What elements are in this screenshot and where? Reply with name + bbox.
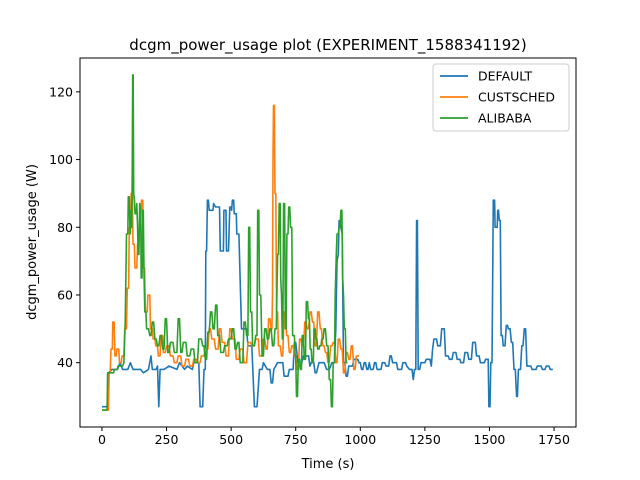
legend: DEFAULT CUSTSCHED ALIBABA bbox=[432, 63, 570, 132]
x-tick-label: 500 bbox=[219, 432, 243, 447]
y-tick-label: 60 bbox=[57, 287, 73, 302]
x-axis-label: Time (s) bbox=[301, 457, 355, 472]
x-tick-label: 1250 bbox=[409, 432, 441, 447]
y-tick-label: 80 bbox=[57, 220, 73, 235]
x-tick-label: 1000 bbox=[344, 432, 376, 447]
series-line-default bbox=[102, 199, 553, 408]
plot-frame bbox=[79, 57, 577, 428]
x-tick-label: 0 bbox=[98, 432, 106, 447]
x-tick-label: 1500 bbox=[474, 432, 506, 447]
chart-title: dcgm_power_usage plot (EXPERIMENT_158834… bbox=[129, 36, 526, 55]
x-tick-label: 750 bbox=[284, 432, 308, 447]
x-tick-label: 250 bbox=[155, 432, 179, 447]
y-tick-label: 100 bbox=[49, 152, 73, 167]
legend-label-custsched: CUSTSCHED bbox=[478, 90, 555, 105]
y-axis: 40 60 80 100 120 bbox=[49, 84, 80, 370]
legend-box bbox=[432, 63, 570, 132]
x-tick-label: 1750 bbox=[538, 432, 570, 447]
x-axis: 0 250 500 750 1000 1250 1500 1750 bbox=[98, 427, 570, 447]
series-line-alibaba bbox=[102, 74, 348, 411]
plot-lines bbox=[102, 74, 553, 411]
legend-label-default: DEFAULT bbox=[478, 69, 533, 84]
legend-label-alibaba: ALIBABA bbox=[478, 111, 532, 126]
y-tick-label: 120 bbox=[49, 84, 73, 99]
y-tick-label: 40 bbox=[57, 355, 73, 370]
y-axis-label: dcgm_power_usage (W) bbox=[25, 164, 40, 320]
